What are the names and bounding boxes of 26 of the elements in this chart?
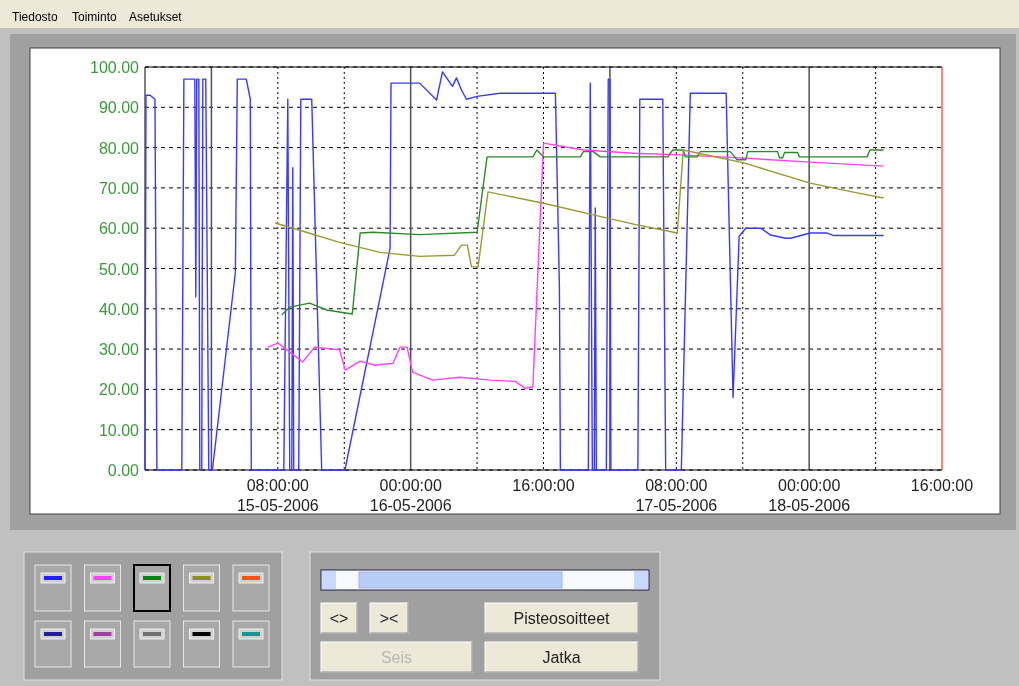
- y-tick-label: 10.00: [98, 421, 140, 439]
- line-series: [144, 71, 885, 471]
- text: Jatka: [542, 649, 581, 666]
- x-tick-label: 16:00:00: [512, 477, 575, 494]
- x-tick-label: 00:00:00 18-05-2006: [768, 477, 851, 514]
- y-tick-label: 60.00: [98, 220, 140, 238]
- text: Asetukset: [129, 10, 183, 24]
- line-series: [274, 149, 885, 268]
- y-tick-label: 40.00: [98, 300, 140, 318]
- y-tick-label: 20.00: [98, 381, 140, 399]
- x-tick-label: 08:00:00 17-05-2006: [635, 477, 718, 514]
- y-tick-label: 70.00: [98, 179, 140, 197]
- y-tick-label: 80.00: [98, 139, 140, 157]
- line-series: [267, 142, 885, 389]
- line-series: [281, 149, 885, 316]
- y-tick-label: 30.00: [98, 341, 140, 359]
- text: Tiedosto: [12, 10, 58, 24]
- x-tick-label: 00:00:00 16-05-2006: [369, 477, 452, 514]
- text: Toiminto: [72, 10, 118, 24]
- text: Pisteosoitteet: [513, 610, 611, 627]
- y-tick-label: 50.00: [98, 260, 140, 278]
- x-tick-label: 16:00:00: [910, 477, 974, 494]
- y-tick-label: 0.00: [107, 462, 140, 479]
- y-tick-label: 90.00: [98, 99, 140, 117]
- y-tick-label: 100.00: [90, 59, 140, 76]
- x-tick-label: 08:00:00 15-05-2006: [236, 477, 319, 514]
